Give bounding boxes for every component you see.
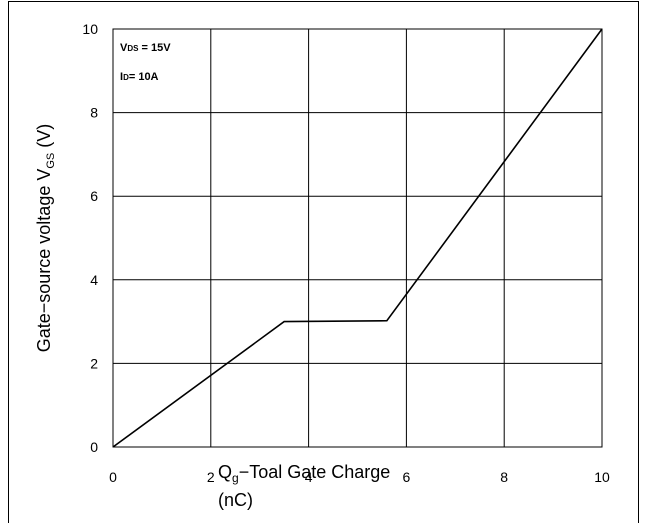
y-tick-label: 8 [90,105,98,121]
x-tick-label: 4 [305,469,313,485]
x-axis-title-q: Q [218,462,232,482]
x-axis-title-main: −Toal Gate Charge [239,462,391,482]
y-axis-title: Gate−source voltage VGS (V) [34,124,57,353]
vds-annotation-sub: DS [127,44,139,53]
x-tick-label: 6 [403,469,411,485]
y-tick-label: 10 [82,21,98,37]
id-annotation: ID= 10A [120,71,159,83]
x-axis-title: Qg−Toal Gate Charge [218,462,390,485]
id-annotation-sub: D [123,73,129,82]
tick-labels: 0 2 4 6 8 10 0 2 4 6 8 10 [82,21,610,485]
x-tick-label: 2 [207,469,215,485]
figure-frame [8,1,639,523]
y-axis-title-unit: (V) [34,124,54,153]
x-axis-unit: (nC) [218,490,253,510]
x-tick-label: 0 [109,469,117,485]
y-tick-label: 0 [90,439,98,455]
y-tick-label: 2 [90,355,98,371]
series [112,28,603,448]
id-annotation-value: = 10A [129,71,159,83]
y-axis-title-sub: GS [45,153,57,169]
id-annotation-i: I [120,71,123,83]
y-axis-title-main: Gate−source voltage V [34,169,54,353]
x-tick-label: 10 [594,469,610,485]
y-tick-label: 4 [90,272,98,288]
y-tick-label: 6 [90,188,98,204]
series-line-0 [112,28,603,448]
grid-lines [112,28,603,448]
x-tick-label: 8 [500,469,508,485]
x-axis-title-sub: g [232,471,239,485]
plot-area [112,28,603,448]
vds-annotation-v: V [120,42,128,54]
vds-annotation: VDS = 15V [120,42,171,54]
vds-annotation-value: = 15V [138,42,171,54]
